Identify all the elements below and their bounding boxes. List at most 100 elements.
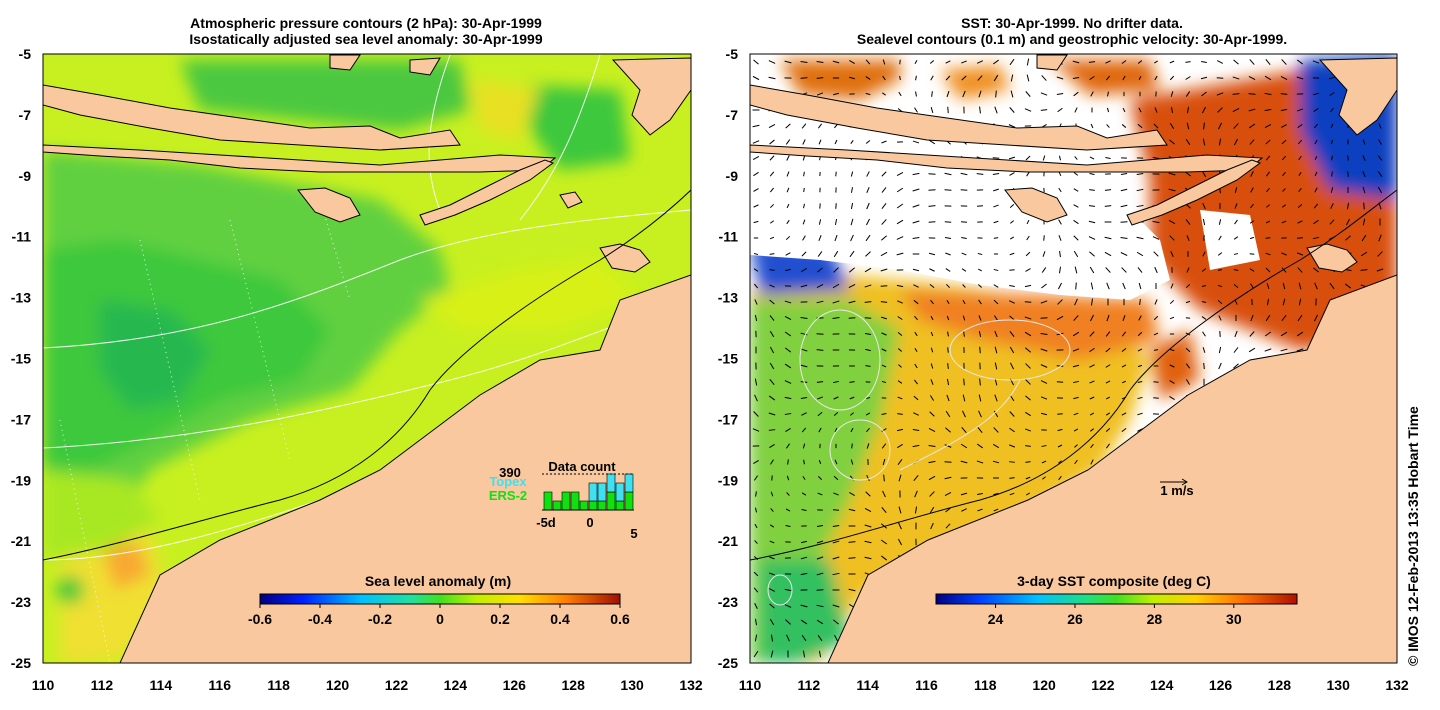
velocity-arrow (752, 428, 760, 432)
velocity-arrow (1057, 299, 1063, 305)
velocity-arrow (993, 427, 999, 433)
velocity-arrow (1009, 204, 1015, 208)
velocity-arrow (1169, 139, 1175, 145)
velocity-arrow (1073, 188, 1079, 192)
velocity-arrow (1136, 188, 1144, 192)
velocity-arrow (1025, 411, 1031, 417)
velocity-arrow (897, 396, 903, 400)
velocity-arrow (784, 413, 792, 415)
velocity-arrow (944, 476, 952, 480)
velocity-arrow (1297, 123, 1303, 129)
velocity-arrow (816, 524, 824, 528)
velocity-arrow (1088, 61, 1096, 63)
velocity-arrow (976, 173, 984, 175)
velocity-arrow (848, 317, 856, 319)
velocity-arrow (1058, 282, 1062, 290)
velocity-arrow (1104, 205, 1112, 207)
velocity-arrow (1152, 220, 1160, 224)
velocity-arrow (1009, 220, 1015, 224)
velocity-arrow (865, 348, 871, 352)
left-y-tick-label: -23 (11, 594, 31, 610)
velocity-arrow (816, 61, 824, 63)
velocity-arrow (1121, 60, 1127, 64)
velocity-arrow (1122, 107, 1126, 113)
velocity-arrow (1074, 298, 1078, 306)
velocity-arrow (1264, 108, 1272, 112)
velocity-arrow (818, 235, 822, 241)
velocity-arrow (993, 59, 999, 65)
velocity-arrow (1121, 348, 1127, 352)
velocity-arrow (1265, 267, 1271, 273)
velocity-arrow (1090, 459, 1094, 465)
velocity-arrow (784, 588, 792, 592)
velocity-arrow (818, 139, 822, 145)
velocity-arrow (848, 283, 856, 289)
left-x-tick-label: 110 (32, 677, 55, 693)
velocity-arrow (961, 60, 967, 64)
velocity-arrow (816, 604, 824, 608)
velocity-arrow (1025, 379, 1031, 385)
velocity-arrow (1250, 171, 1254, 177)
velocity-arrow (1218, 219, 1222, 225)
velocity-arrow (1202, 218, 1206, 226)
velocity-scale-arrowhead (1181, 478, 1188, 486)
velocity-arrow (768, 395, 776, 401)
velocity-arrow (1169, 235, 1175, 241)
velocity-arrow (800, 604, 808, 608)
velocity-arrow (947, 363, 949, 369)
velocity-arrow (817, 251, 823, 257)
velocity-arrow (1026, 219, 1030, 225)
velocity-arrow (912, 220, 920, 224)
velocity-arrow (881, 364, 887, 368)
velocity-arrow (977, 268, 983, 272)
velocity-arrow (817, 411, 823, 417)
velocity-arrow (754, 299, 758, 305)
velocity-arrow (1073, 412, 1079, 416)
velocity-arrow (880, 251, 888, 257)
velocity-arrow (1120, 188, 1128, 192)
velocity-arrow (1057, 428, 1063, 432)
velocity-arrow (1217, 299, 1223, 305)
velocity-arrow (1105, 396, 1111, 400)
velocity-arrow (1040, 317, 1048, 319)
velocity-arrow (915, 91, 917, 97)
left-y-tick-label: -15 (11, 351, 31, 367)
velocity-arrow (1059, 250, 1061, 258)
velocity-arrow (832, 317, 840, 319)
velocity-arrow (1187, 106, 1189, 114)
velocity-arrow (817, 396, 823, 400)
velocity-arrow (881, 443, 887, 449)
velocity-arrow (1089, 172, 1095, 176)
velocity-arrow (1281, 267, 1287, 273)
velocity-arrow (914, 59, 918, 65)
velocity-arrow (1218, 138, 1222, 146)
left-x-tick-label: 112 (91, 677, 114, 693)
velocity-arrow (912, 172, 920, 176)
velocity-arrow (833, 411, 839, 417)
velocity-arrow (1073, 380, 1079, 384)
left-y-tick-label: -19 (11, 472, 31, 488)
velocity-arrow (816, 300, 824, 304)
velocity-arrow (865, 234, 871, 242)
velocity-arrow (1298, 155, 1302, 161)
velocity-arrow (786, 492, 790, 496)
velocity-arrow (849, 492, 855, 496)
left-colorbar-tick-label: -0.6 (248, 611, 272, 627)
ers2-count-bar (543, 491, 553, 511)
velocity-arrow (994, 330, 998, 338)
velocity-arrow (1138, 315, 1142, 321)
velocity-arrow (994, 346, 998, 354)
velocity-arrow (769, 556, 775, 560)
velocity-arrow (915, 75, 917, 81)
velocity-arrow (1107, 91, 1109, 97)
velocity-arrow (1330, 187, 1334, 193)
left-title-line1: Atmospheric pressure contours (2 hPa): 3… (190, 15, 542, 31)
velocity-arrow (961, 252, 967, 256)
right-y-tick-label: -11 (719, 229, 739, 245)
velocity-arrow (1250, 283, 1254, 289)
velocity-arrow (881, 187, 887, 193)
velocity-arrow (833, 250, 839, 258)
velocity-arrow (865, 140, 871, 144)
velocity-arrow (1186, 122, 1190, 130)
velocity-arrow (1265, 252, 1271, 256)
